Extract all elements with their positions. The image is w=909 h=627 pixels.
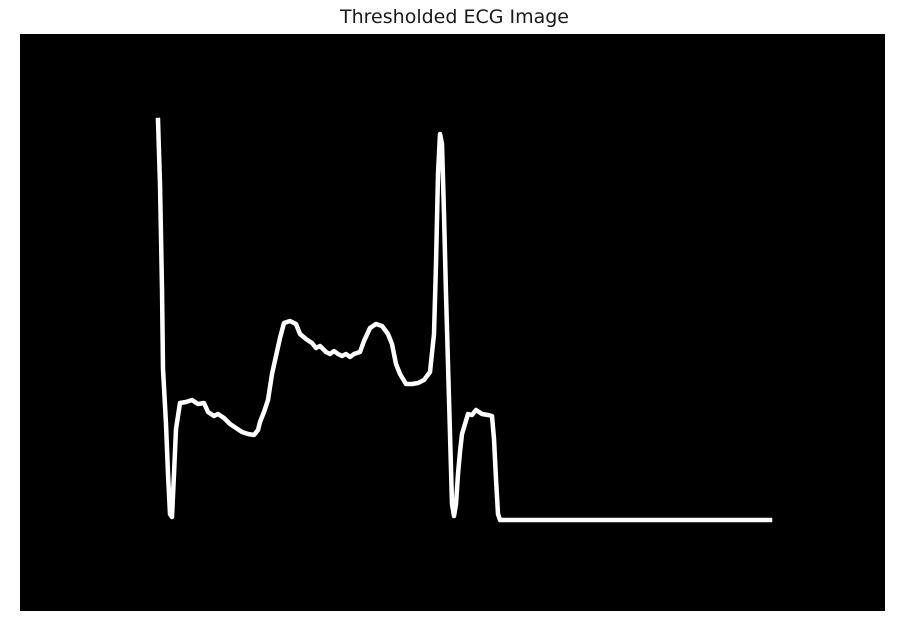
figure-title: Thresholded ECG Image <box>340 6 569 28</box>
ecg-trace-line <box>155 117 773 523</box>
thresholded-ecg-image <box>20 34 885 611</box>
ecg-trace-canvas <box>155 117 773 523</box>
